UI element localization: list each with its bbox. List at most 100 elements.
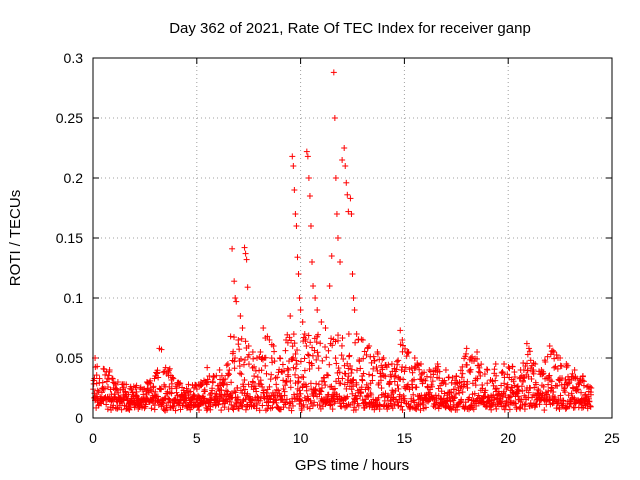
- background-mark: [557, 392, 564, 399]
- background-mark: [263, 370, 270, 377]
- data-point: [326, 283, 333, 289]
- background-mark: [373, 364, 380, 371]
- background-mark: [289, 402, 296, 409]
- background-mark: [508, 384, 515, 391]
- background-mark: [519, 388, 526, 395]
- background-mark: [288, 337, 295, 344]
- x-tick-label: 20: [500, 430, 516, 446]
- background-mark: [111, 391, 118, 398]
- data-point: [306, 193, 313, 199]
- background-mark: [399, 406, 406, 413]
- background-mark: [333, 378, 340, 385]
- background-mark: [353, 381, 360, 388]
- background-mark: [179, 384, 186, 391]
- background-mark: [370, 365, 377, 372]
- data-point: [177, 380, 184, 387]
- background-mark: [417, 407, 424, 414]
- background-mark: [393, 366, 400, 373]
- background-mark: [165, 367, 172, 374]
- background-mark: [290, 331, 297, 338]
- background-mark: [91, 390, 98, 397]
- data-point: [299, 319, 306, 325]
- background-mark: [295, 378, 302, 385]
- background-mark: [101, 385, 108, 392]
- background-mark: [300, 374, 307, 381]
- data-point: [123, 381, 130, 388]
- data-point: [509, 363, 516, 370]
- background-mark: [385, 403, 392, 410]
- background-mark: [128, 386, 135, 393]
- data-point: [366, 343, 373, 349]
- background-mark: [492, 377, 499, 384]
- background-mark: [251, 363, 258, 370]
- background-mark: [242, 338, 249, 345]
- background-mark: [355, 402, 362, 409]
- background-mark: [286, 334, 293, 341]
- background-mark: [345, 373, 352, 380]
- background-mark: [274, 374, 281, 381]
- background-mark: [316, 402, 323, 409]
- data-point: [204, 364, 211, 371]
- background-mark: [513, 383, 520, 390]
- background-mark: [301, 367, 308, 374]
- background-mark: [288, 407, 295, 414]
- background-mark: [553, 351, 560, 358]
- background-mark: [466, 394, 473, 401]
- background-mark: [504, 371, 511, 378]
- background-mark: [360, 355, 367, 362]
- data-point: [143, 379, 150, 385]
- data-point: [328, 253, 335, 259]
- background-mark: [356, 358, 363, 365]
- background-mark: [586, 383, 593, 390]
- data-point: [243, 256, 250, 263]
- background-mark: [271, 348, 278, 355]
- data-point: [395, 357, 402, 364]
- background-mark: [314, 349, 321, 356]
- background-mark: [336, 369, 343, 376]
- background-mark: [187, 388, 194, 395]
- background-mark: [470, 406, 477, 413]
- background-mark: [164, 406, 171, 413]
- background-mark: [241, 356, 248, 363]
- background-mark: [358, 336, 365, 343]
- background-mark: [409, 369, 416, 376]
- background-mark: [148, 405, 155, 412]
- background-mark: [512, 400, 519, 407]
- data-point: [295, 271, 302, 277]
- background-mark: [294, 347, 301, 354]
- background-mark: [352, 339, 359, 346]
- background-mark: [159, 400, 166, 407]
- background-mark: [459, 370, 466, 377]
- background-mark: [379, 356, 386, 363]
- background-mark: [400, 392, 407, 399]
- background-mark: [503, 398, 510, 405]
- background-mark: [230, 334, 237, 341]
- background-mark: [526, 348, 533, 355]
- background-mark: [363, 402, 370, 409]
- y-tick-label: 0.05: [56, 350, 83, 366]
- background-mark: [476, 364, 483, 371]
- background-mark: [262, 407, 269, 414]
- background-mark: [394, 382, 401, 389]
- background-mark: [258, 381, 265, 388]
- background-mark: [348, 386, 355, 393]
- data-point: [260, 325, 267, 331]
- background-mark: [379, 364, 386, 371]
- background-mark: [459, 389, 466, 396]
- background-mark: [196, 393, 203, 400]
- background-mark: [232, 354, 239, 361]
- data-point: [283, 337, 290, 343]
- background-mark: [93, 380, 100, 387]
- background-mark: [366, 371, 373, 378]
- data-point: [232, 295, 239, 301]
- data-point: [276, 355, 283, 361]
- data-point: [333, 211, 340, 217]
- background-mark: [416, 366, 423, 373]
- background-mark: [187, 406, 194, 413]
- background-mark: [574, 375, 581, 382]
- y-tick-label: 0.25: [56, 110, 83, 126]
- data-point: [322, 325, 329, 331]
- background-mark: [319, 384, 326, 391]
- background-mark: [336, 393, 343, 400]
- background-mark: [339, 335, 346, 342]
